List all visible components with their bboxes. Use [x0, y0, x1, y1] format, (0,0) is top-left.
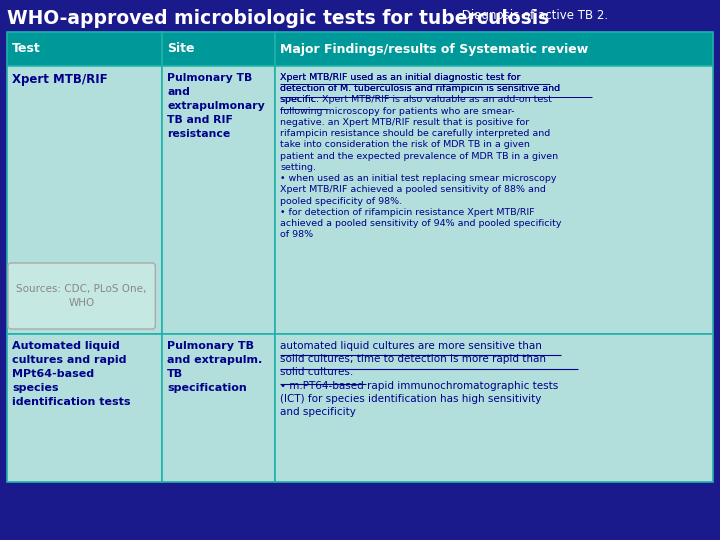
Bar [275, 334, 713, 482]
Bar [162, 32, 275, 66]
Text: Xpert MTB/RIF used as an initial diagnostic test for
detection of M. tuberculosi: Xpert MTB/RIF used as an initial diagnos… [280, 73, 562, 239]
Bar [7, 334, 162, 482]
Text: Test: Test [12, 43, 41, 56]
Text: Sources: CDC, PLoS One,
WHO: Sources: CDC, PLoS One, WHO [17, 284, 147, 308]
Text: Diagnosis of active TB 2.: Diagnosis of active TB 2. [458, 9, 608, 22]
Bar [275, 66, 713, 334]
Bar [275, 32, 713, 66]
Text: automated liquid cultures are more sensitive than
solid cultures; time to detect: automated liquid cultures are more sensi… [280, 341, 559, 417]
Bar [162, 66, 275, 334]
Text: Pulmonary TB
and
extrapulmonary
TB and RIF
resistance: Pulmonary TB and extrapulmonary TB and R… [167, 73, 265, 139]
Bar [7, 32, 162, 66]
Bar [7, 66, 162, 334]
Text: WHO-approved microbiologic tests for tuberculosis: WHO-approved microbiologic tests for tub… [7, 9, 549, 28]
Text: Automated liquid
cultures and rapid
MPt64-based
species
identification tests: Automated liquid cultures and rapid MPt6… [12, 341, 130, 407]
Bar [162, 334, 275, 482]
Text: Pulmonary TB
and extrapulm.
TB
specification: Pulmonary TB and extrapulm. TB specifica… [167, 341, 263, 393]
Text: Site: Site [167, 43, 195, 56]
Text: Xpert MTB/RIF: Xpert MTB/RIF [12, 73, 107, 86]
Text: Major Findings/results of Systematic review: Major Findings/results of Systematic rev… [280, 43, 588, 56]
Text: Xpert MTB/RIF used as an initial diagnostic test for
detection of M. tuberculosi: Xpert MTB/RIF used as an initial diagnos… [280, 73, 560, 104]
FancyBboxPatch shape [8, 263, 156, 329]
